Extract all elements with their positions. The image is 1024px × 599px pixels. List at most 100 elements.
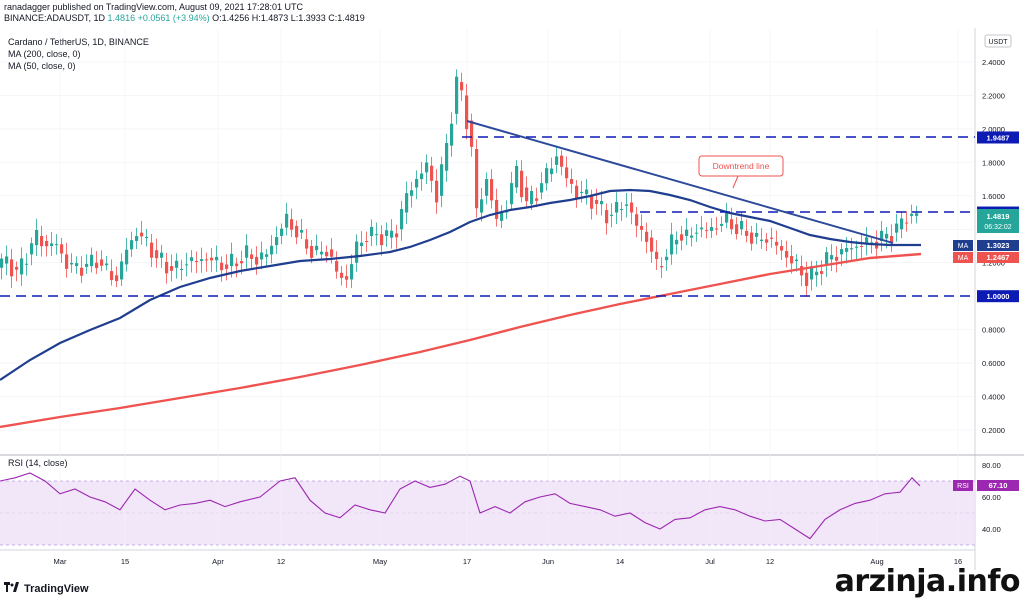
candle-body: [25, 263, 29, 265]
candle-body: [55, 244, 59, 246]
candle-body: [440, 164, 444, 196]
candle-body: [710, 227, 714, 231]
candle-body: [325, 251, 329, 257]
candle-body: [260, 252, 264, 260]
candle-body: [515, 165, 519, 188]
y-tick-label: 2.4000: [982, 58, 1005, 67]
annotation-text: Downtrend line: [713, 161, 770, 171]
candle-body: [790, 256, 794, 264]
candle-body: [735, 224, 739, 235]
candle-body: [670, 234, 674, 255]
candle-body: [175, 260, 179, 268]
candle-body: [40, 235, 44, 247]
candle-body: [880, 230, 884, 241]
candle-body: [225, 264, 229, 269]
tradingview-logo-icon: [4, 582, 20, 595]
candle-body: [740, 221, 744, 230]
candle-body: [605, 210, 609, 224]
candle-body: [730, 219, 734, 230]
candle-body: [480, 199, 484, 213]
candle-body: [165, 261, 169, 274]
candle-body: [520, 170, 524, 198]
candle-body: [270, 245, 274, 255]
candle-body: [780, 246, 784, 251]
legend-rsi: RSI (14, close): [8, 458, 68, 468]
currency-label: USDT: [988, 39, 1008, 46]
svg-text:1.4819: 1.4819: [987, 212, 1010, 221]
candle-body: [460, 82, 464, 91]
candle-body: [305, 239, 309, 249]
candle-body: [245, 245, 249, 258]
candle-body: [140, 232, 144, 237]
candle-body: [715, 228, 719, 230]
candle-body: [190, 257, 194, 262]
candle-body: [570, 179, 574, 184]
y-tick-label: 2.2000: [982, 91, 1005, 100]
candle-body: [915, 213, 919, 216]
candle-body: [60, 244, 64, 254]
y-tick-label: 0.2000: [982, 426, 1005, 435]
candle-body: [105, 263, 109, 266]
candle-body: [510, 183, 514, 205]
candle-body: [240, 261, 244, 264]
legend-ma200: MA (200, close, 0): [8, 49, 81, 59]
candle-body: [395, 233, 399, 238]
candle-body: [120, 261, 124, 280]
tradingview-brand: TradingView: [4, 582, 89, 595]
ma200-price-label: MA 1.2467: [953, 252, 1019, 263]
candle-body: [595, 200, 599, 204]
candle-body: [600, 201, 604, 205]
candle-body: [540, 183, 544, 193]
candle-body: [590, 195, 594, 209]
candle-body: [180, 268, 184, 270]
level-label: 1.9487: [987, 133, 1010, 142]
candle-body: [575, 185, 579, 198]
candle-body: [770, 237, 774, 239]
watermark: arzinja.info: [834, 564, 1021, 599]
candle-body: [530, 190, 534, 205]
candle-body: [405, 193, 409, 213]
candle-body: [310, 246, 314, 258]
last-price-label: 1.4819 06:32:02: [977, 209, 1019, 233]
candle-body: [185, 264, 189, 266]
candle-body: [700, 227, 704, 230]
candle-body: [560, 155, 564, 167]
candle-body: [445, 142, 449, 171]
candle-body: [785, 251, 789, 258]
level-label: 1.0000: [987, 292, 1010, 301]
svg-text:06:32:02: 06:32:02: [984, 224, 1011, 231]
candle-body: [890, 235, 894, 243]
y-tick-label: 0.8000: [982, 326, 1005, 335]
candle-body: [95, 262, 99, 269]
candle-body: [455, 76, 459, 114]
candle-body: [885, 233, 889, 239]
candle-body: [720, 223, 724, 226]
candle-body: [765, 239, 769, 243]
y-tick-label: 0.6000: [982, 359, 1005, 368]
candle-body: [820, 271, 824, 274]
annotation-box: [698, 155, 784, 177]
candle-body: [275, 237, 279, 246]
candle-body: [615, 201, 619, 213]
candle-body: [85, 263, 89, 267]
candle-body: [155, 250, 159, 259]
candle-body: [410, 190, 414, 196]
candle-body: [30, 243, 34, 255]
candle-body: [640, 225, 644, 230]
candle-body: [35, 230, 39, 246]
brand-name: TradingView: [24, 582, 89, 595]
candle-body: [860, 246, 864, 247]
candle-body: [280, 228, 284, 236]
candle-body: [450, 123, 454, 146]
candle-body: [665, 256, 669, 261]
candle-body: [130, 240, 134, 250]
downtrend-line: [466, 120, 894, 244]
candle-body: [625, 204, 629, 206]
candle-body: [825, 252, 829, 266]
candle-body: [545, 168, 549, 184]
candle-body: [490, 179, 494, 201]
candle-body: [580, 191, 584, 193]
symbol-line: BINANCE:ADAUSDT, 1D 1.4816 +0.0561 (+3.9…: [4, 13, 365, 23]
candle-body: [760, 239, 764, 241]
